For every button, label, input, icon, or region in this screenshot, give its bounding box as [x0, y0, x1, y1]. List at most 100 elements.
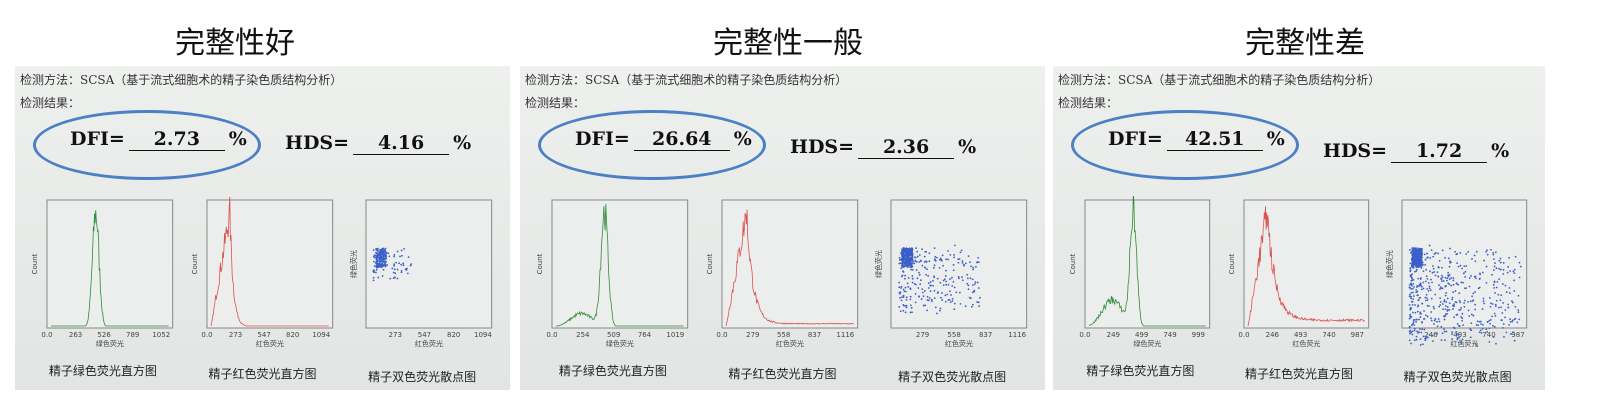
- scatter-dot: [906, 250, 909, 253]
- scatter-dot: [1496, 280, 1499, 283]
- y-axis-label: Count: [706, 253, 714, 274]
- scatter-dot: [1505, 331, 1508, 334]
- scatter-dot: [1409, 332, 1412, 335]
- plot-frame: [206, 199, 333, 329]
- scatter-dot: [898, 281, 901, 284]
- scatter-dot: [1436, 325, 1439, 328]
- x-tick-label: 263: [69, 331, 82, 339]
- scatter-dot: [1410, 291, 1413, 294]
- hds-label: HDS=: [790, 136, 855, 158]
- scatter-dot: [909, 287, 912, 290]
- scatter-dot: [1461, 267, 1464, 270]
- scatter-dot: [900, 285, 903, 288]
- scatter-dot: [976, 301, 979, 303]
- scatter-dot: [1442, 332, 1444, 335]
- scatter-dot: [1430, 278, 1433, 281]
- scatter-dot: [1451, 331, 1454, 334]
- hds-label: HDS=: [285, 132, 350, 154]
- scatter-dot: [1467, 250, 1470, 253]
- scatter-dot: [1437, 275, 1440, 278]
- scatter-dot: [931, 300, 934, 303]
- scatter-dot: [919, 273, 921, 276]
- scatter-dot: [382, 253, 385, 256]
- scatter-dot: [1423, 328, 1426, 331]
- scatter-dot: [1495, 303, 1497, 306]
- scatter-dot: [1434, 253, 1436, 255]
- scatter-dot: [1420, 253, 1423, 256]
- scatter-dot: [1429, 244, 1431, 247]
- scatter-dot: [945, 280, 948, 283]
- scatter-dot: [1445, 301, 1448, 303]
- scatter-dot: [917, 255, 919, 258]
- scatter-dot: [1412, 287, 1415, 290]
- scatter-dot: [405, 269, 408, 271]
- scatter-dot: [1453, 305, 1455, 308]
- scatter-dot: [1459, 301, 1462, 304]
- scatter-dot: [907, 285, 910, 288]
- scatter-dot: [1480, 323, 1483, 325]
- plot-caption: 精子绿色荧光直方图: [1086, 364, 1195, 378]
- scatter-dot: [952, 297, 954, 300]
- scatter-dot: [1447, 271, 1450, 274]
- scatter-dot: [1493, 336, 1495, 338]
- scatter-dot: [1460, 342, 1463, 345]
- scatter-dot: [908, 249, 911, 252]
- scatter-dot: [1411, 273, 1414, 276]
- scatter-dot: [1493, 258, 1496, 261]
- scatter-dot: [393, 253, 396, 256]
- scatter-dot: [945, 300, 948, 303]
- scatter-dot: [973, 290, 976, 293]
- scatter-dot: [910, 254, 912, 256]
- scatter-dot: [1508, 287, 1511, 289]
- scatter-dot: [1425, 280, 1428, 283]
- scatter-dot: [1447, 297, 1450, 300]
- scatter-dot: [953, 263, 955, 266]
- scatter-dot: [1410, 342, 1413, 345]
- scatter-dot: [934, 247, 936, 250]
- scatter-dot: [1446, 277, 1449, 280]
- scatter-dot: [1486, 265, 1488, 268]
- hds-row: HDS= 4.16%: [285, 132, 471, 155]
- scatter-dot: [376, 258, 378, 261]
- scatter-dot: [1421, 288, 1424, 291]
- scatter-dot: [905, 298, 908, 301]
- scatter-dot: [905, 290, 908, 293]
- x-tick-label: 493: [1294, 331, 1307, 339]
- scatter-dot: [1448, 265, 1451, 268]
- scatter-dot: [1449, 260, 1452, 263]
- scatter-dot: [1492, 253, 1495, 256]
- scatter-dot: [1429, 257, 1432, 259]
- scatter-dot: [904, 274, 907, 277]
- scatter-dot: [1468, 285, 1471, 288]
- scatter-dot: [1420, 266, 1423, 269]
- scatter-dot: [1498, 278, 1501, 281]
- scatter-dot: [974, 281, 977, 284]
- scatter-dot: [1412, 298, 1415, 300]
- scatter-dot: [1458, 309, 1461, 311]
- scatter-dot: [1449, 278, 1452, 280]
- scatter-dot: [380, 251, 383, 254]
- scatter-dot: [1463, 305, 1466, 308]
- scatter-dot: [1441, 274, 1444, 277]
- scatter-dot: [1429, 287, 1431, 290]
- scatter-dot: [1419, 296, 1422, 299]
- scatter-dot: [971, 305, 974, 308]
- scatter-dot: [1435, 251, 1438, 254]
- scatter-dot: [1440, 287, 1443, 290]
- histogram-trace: [725, 209, 854, 327]
- hds-value: 4.16: [353, 132, 450, 155]
- scatter-dot: [407, 272, 410, 275]
- scatter-dot: [959, 251, 962, 254]
- scatter-dot: [937, 291, 940, 294]
- scatter-dot: [927, 274, 930, 277]
- scatter-dot: [383, 260, 385, 263]
- dfi-label: DFI=: [70, 128, 125, 150]
- dfi-unit: %: [1266, 128, 1285, 150]
- scatter-dot: [1416, 330, 1419, 333]
- scatter-dot: [1412, 260, 1415, 263]
- panel-title: 完整性好: [175, 26, 295, 61]
- histogram-trace: [51, 210, 169, 327]
- scatter-dot: [1502, 326, 1505, 329]
- scatter-dot: [1419, 248, 1422, 251]
- scatter-dot: [1487, 321, 1490, 323]
